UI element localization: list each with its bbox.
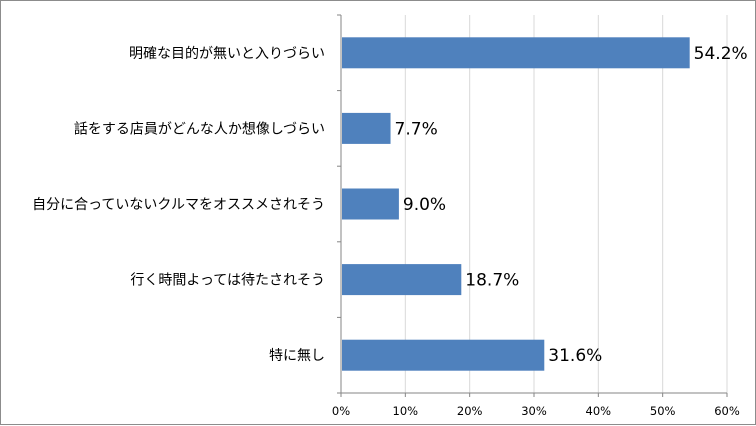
category-label: 話をする店員がどんな人か想像しづらい — [74, 120, 325, 137]
bar — [342, 264, 462, 296]
x-tick-label: 50% — [650, 404, 676, 418]
data-label: 31.6% — [548, 346, 602, 366]
data-label: 18.7% — [465, 271, 519, 291]
bars — [342, 37, 690, 371]
bar — [342, 339, 545, 371]
category-label: 特に無し — [269, 348, 325, 364]
data-label: 54.2% — [694, 44, 748, 64]
data-label: 7.7% — [395, 119, 438, 139]
bar — [342, 112, 391, 144]
x-tick-label: 20% — [457, 404, 483, 418]
labels: 0% 10% 20% 30% 40% 50% 60% 54.2% 明確な目的が無いと入りづらい 7… — [32, 44, 748, 418]
axes — [337, 14, 728, 397]
category-label: 行く時間よっては待たされそう — [130, 273, 325, 289]
bar — [342, 37, 690, 69]
x-tick-label: 0% — [332, 404, 350, 418]
bar — [342, 188, 399, 220]
x-tick-label: 10% — [393, 404, 419, 418]
category-label: 明確な目的が無いと入りづらい — [129, 46, 325, 62]
category-label: 自分に合っていないクルマをオススメされそう — [32, 197, 325, 213]
data-label: 9.0% — [403, 195, 446, 215]
gridlines — [404, 15, 728, 393]
x-tick-label: 40% — [586, 404, 612, 418]
x-tick-label: 60% — [714, 404, 740, 418]
x-tick-label: 30% — [521, 404, 547, 418]
